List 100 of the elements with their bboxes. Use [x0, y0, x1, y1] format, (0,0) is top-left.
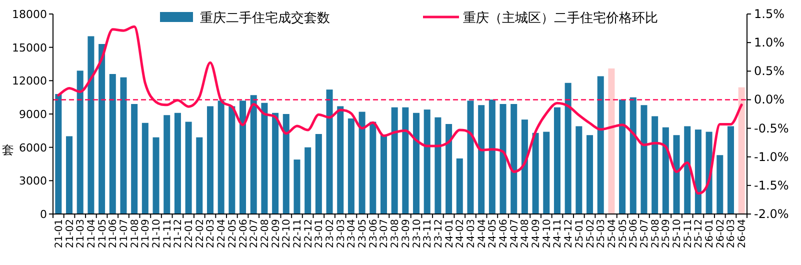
- x-tick-label: 25-03: [596, 219, 608, 248]
- x-tick-label: 22-10: [282, 219, 293, 248]
- x-tick-label: 25-10: [672, 219, 684, 248]
- x-tick-label: 24-12: [564, 219, 575, 248]
- x-tick-label: 21-08: [130, 219, 141, 248]
- bar: [402, 107, 409, 214]
- bar: [478, 105, 485, 214]
- bar: [630, 97, 636, 214]
- bar: [282, 114, 290, 214]
- x-tick-label: 24-01: [444, 219, 456, 248]
- bar: [380, 135, 387, 214]
- x-tick-label: 24-02: [455, 219, 466, 248]
- x-tick-label: 21-09: [140, 219, 152, 248]
- bar: [142, 122, 148, 214]
- bar: [716, 155, 724, 214]
- x-tick-label: 24-03: [466, 219, 477, 248]
- y2-tick-label: -1.0%: [754, 150, 789, 164]
- y-tick-label: 12000: [12, 74, 47, 88]
- y2-tick-label: 1.5%: [754, 7, 784, 21]
- bar: [218, 100, 224, 214]
- bar: [554, 107, 560, 214]
- bar: [109, 74, 116, 214]
- bar: [326, 90, 333, 214]
- bar: [488, 100, 496, 214]
- x-tick-label: 22-08: [260, 219, 271, 248]
- bar: [120, 77, 127, 214]
- x-tick-label: 25-09: [661, 219, 672, 248]
- y-tick-label: 3000: [19, 174, 47, 188]
- bar: [652, 116, 658, 214]
- y-tick-label: 18000: [12, 8, 47, 21]
- bar: [315, 134, 322, 214]
- bar: [240, 100, 246, 214]
- bar: [434, 117, 442, 214]
- bar: [586, 135, 594, 214]
- x-tick-label: 24-05: [488, 219, 499, 248]
- bar: [370, 122, 376, 214]
- bar: [174, 112, 181, 214]
- bar: [640, 105, 648, 214]
- x-tick-label: 21-11: [162, 219, 174, 248]
- x-tick-label: 22-11: [292, 219, 304, 248]
- bar: [337, 106, 344, 214]
- y2-tick-label: -2.0%: [754, 207, 789, 221]
- x-tick-label: 24-10: [542, 219, 553, 248]
- bar: [424, 110, 430, 214]
- bar: [694, 130, 702, 214]
- bar: [532, 132, 539, 214]
- bar: [55, 94, 62, 214]
- x-tick-label: 24-04: [476, 219, 488, 248]
- x-tick-label: 23-09: [400, 219, 412, 248]
- bar: [304, 147, 312, 214]
- x-tick-label: 24-08: [520, 219, 532, 248]
- x-tick-label: 21-05: [97, 219, 108, 248]
- legend-label: 重庆二手住宅成交套数: [200, 10, 330, 26]
- x-tick-label: 23-02: [325, 219, 336, 248]
- y-axis-title: 套: [2, 143, 14, 157]
- x-tick-label: 23-08: [390, 219, 402, 248]
- bar: [272, 112, 279, 214]
- bar: [500, 104, 506, 214]
- bar: [131, 104, 138, 214]
- x-tick-label: 23-11: [422, 219, 434, 248]
- x-tick-label: 22-02: [194, 219, 206, 248]
- bar: [597, 76, 604, 214]
- bar: [521, 120, 528, 214]
- x-tick-label: 21-03: [76, 219, 87, 248]
- bar: [413, 112, 420, 214]
- x-tick-label: 25-06: [628, 219, 640, 248]
- bar: [66, 136, 73, 214]
- x-tick-label: 22-12: [303, 219, 314, 248]
- x-tick-label: 25-01: [574, 219, 586, 248]
- bar: [662, 127, 669, 214]
- bar: [456, 158, 463, 214]
- x-tick-label: 23-07: [379, 219, 390, 248]
- line-series: [57, 25, 743, 195]
- bar: [196, 137, 203, 214]
- bar: [673, 135, 680, 214]
- x-tick-label: 24-06: [498, 219, 510, 248]
- x-tick-label: 22-01: [184, 219, 196, 248]
- x-tick-label: 25-11: [682, 219, 694, 248]
- x-tick-label: 21-01: [54, 219, 65, 248]
- x-tick-label: 21-04: [86, 219, 98, 248]
- bar: [446, 124, 452, 214]
- x-tick-label: 23-03: [336, 219, 347, 248]
- x-tick-label: 21-07: [118, 219, 130, 248]
- y2-tick-label: 1.0%: [754, 36, 784, 50]
- x-tick-label: 23-06: [368, 219, 380, 248]
- bar: [164, 115, 170, 214]
- x-tick-label: 25-04: [606, 219, 618, 248]
- y2-tick-label: 0.0%: [754, 92, 784, 107]
- x-tick-label: 26-04: [737, 219, 748, 248]
- y-tick-label: 6000: [19, 141, 47, 154]
- x-tick-label: 21-02: [64, 219, 76, 248]
- bar: [206, 106, 214, 214]
- x-tick-label: 22-09: [270, 219, 282, 248]
- x-tick-label: 23-10: [412, 219, 423, 248]
- x-tick-label: 21-10: [152, 219, 163, 248]
- y2-tick-label: 0.5%: [754, 64, 784, 78]
- bar: [76, 70, 84, 214]
- bar: [510, 104, 518, 214]
- bar: [619, 100, 626, 214]
- bar: [738, 87, 745, 214]
